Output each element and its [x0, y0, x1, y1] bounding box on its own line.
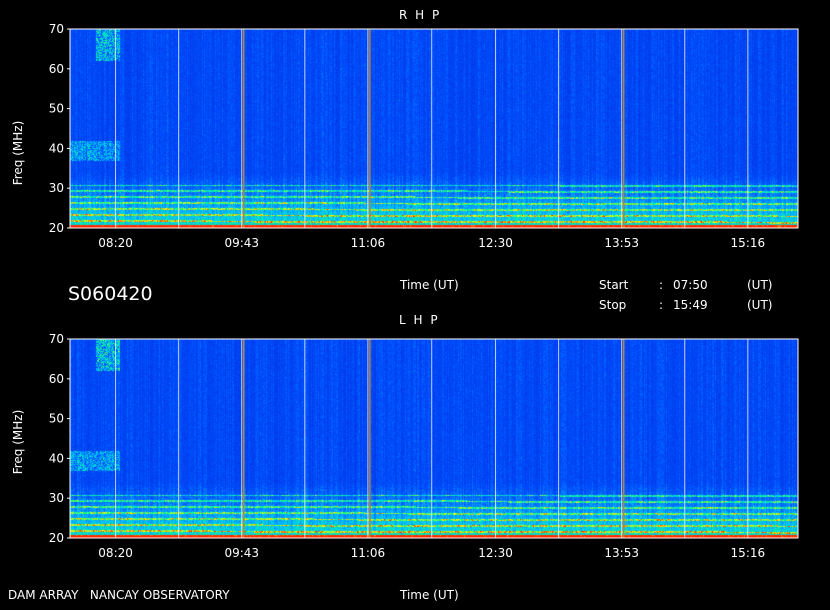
- date-code: S060420: [68, 283, 153, 305]
- y-tick-label: 60: [49, 62, 64, 76]
- x-tick-label: 08:20: [98, 546, 133, 560]
- y-tick-label: 30: [49, 491, 64, 505]
- stop-colon: :: [659, 298, 664, 312]
- start-label: Start: [599, 278, 629, 292]
- stop-label: Stop: [599, 298, 627, 312]
- y-tick-label: 50: [49, 412, 64, 426]
- x-tick-label: 12:30: [478, 236, 513, 250]
- rhp-title: R H P: [399, 8, 442, 22]
- y-tick-label: 70: [49, 22, 64, 36]
- x-tick-label: 15:16: [731, 236, 766, 250]
- x-tick-label: 09:43: [224, 546, 259, 560]
- start-colon: :: [659, 278, 664, 292]
- y-tick-label: 20: [49, 531, 64, 545]
- y-tick-label: 30: [49, 181, 64, 195]
- plot-frame: [69, 338, 799, 539]
- y-tick-label: 20: [49, 221, 64, 235]
- start-unit: (UT): [747, 278, 773, 292]
- stop-unit: (UT): [747, 298, 773, 312]
- plot-frame: [69, 28, 799, 229]
- y-tick-label: 40: [49, 141, 64, 155]
- x-tick-label: 15:16: [731, 546, 766, 560]
- x-tick-label: 12:30: [478, 546, 513, 560]
- y-tick-label: 50: [49, 102, 64, 116]
- x-tick-label: 13:53: [604, 236, 639, 250]
- y-tick-label: 70: [49, 332, 64, 346]
- y-tick-label: 60: [49, 372, 64, 386]
- x-tick-label: 11:06: [351, 546, 386, 560]
- x-tick-label: 11:06: [351, 236, 386, 250]
- lhp-time-axis-label: Time (UT): [400, 588, 459, 602]
- start-time: 07:50: [673, 278, 708, 292]
- rhp-time-axis-label: Time (UT): [400, 278, 459, 292]
- footer-observatory: DAM ARRAY NANCAY OBSERVATORY: [8, 588, 230, 602]
- lhp-title: L H P: [399, 313, 440, 327]
- x-tick-label: 13:53: [604, 546, 639, 560]
- stop-time: 15:49: [673, 298, 708, 312]
- rhp-freq-axis-label: Freq (MHz): [11, 120, 25, 186]
- x-tick-label: 09:43: [224, 236, 259, 250]
- x-tick-label: 08:20: [98, 236, 133, 250]
- y-tick-label: 40: [49, 451, 64, 465]
- lhp-freq-axis-label: Freq (MHz): [11, 409, 25, 475]
